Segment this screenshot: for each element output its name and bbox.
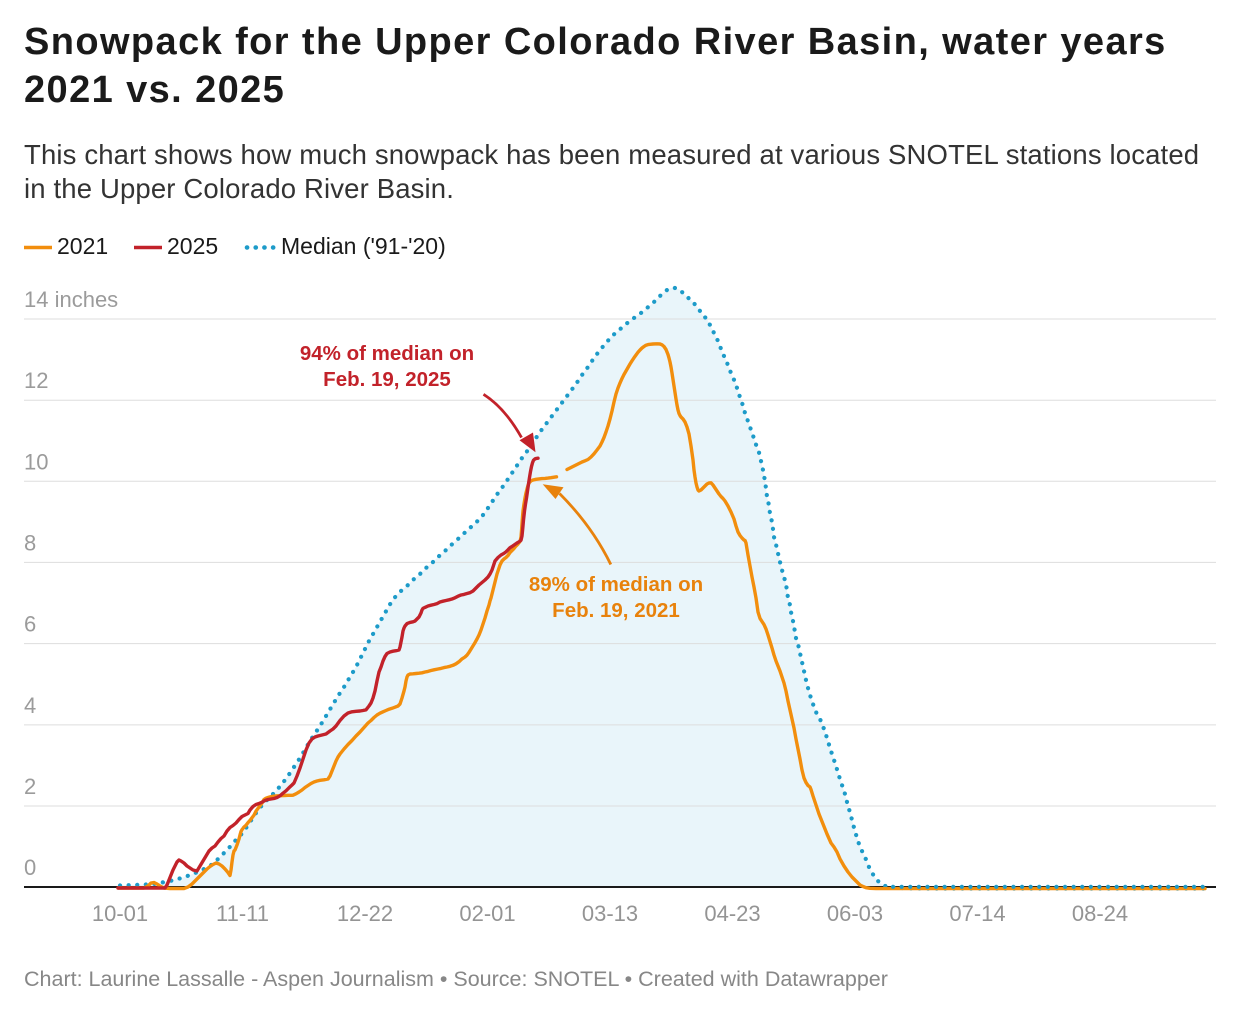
- svg-text:10: 10: [24, 449, 48, 474]
- svg-text:10-01: 10-01: [92, 901, 148, 926]
- svg-text:89% of median on: 89% of median on: [529, 573, 703, 596]
- svg-text:07-14: 07-14: [949, 901, 1005, 926]
- svg-text:04-23: 04-23: [704, 901, 760, 926]
- svg-text:2021: 2021: [57, 233, 108, 259]
- svg-text:03-13: 03-13: [582, 901, 638, 926]
- svg-text:0: 0: [24, 855, 36, 880]
- svg-text:Median ('91-'20): Median ('91-'20): [281, 233, 446, 259]
- svg-text:2: 2: [24, 774, 36, 799]
- svg-text:4: 4: [24, 693, 36, 718]
- svg-text:06-03: 06-03: [827, 901, 883, 926]
- svg-text:11-11: 11-11: [216, 901, 269, 926]
- svg-text:6: 6: [24, 612, 36, 637]
- svg-text:14 inches: 14 inches: [24, 287, 118, 312]
- svg-text:12-22: 12-22: [337, 901, 393, 926]
- svg-text:8: 8: [24, 530, 36, 555]
- svg-text:12: 12: [24, 368, 48, 393]
- svg-text:02-01: 02-01: [459, 901, 515, 926]
- svg-text:Feb. 19, 2025: Feb. 19, 2025: [323, 368, 451, 391]
- svg-text:Feb. 19, 2021: Feb. 19, 2021: [552, 599, 680, 622]
- svg-text:94% of median on: 94% of median on: [300, 342, 474, 365]
- svg-text:2025: 2025: [167, 233, 218, 259]
- svg-text:08-24: 08-24: [1072, 901, 1128, 926]
